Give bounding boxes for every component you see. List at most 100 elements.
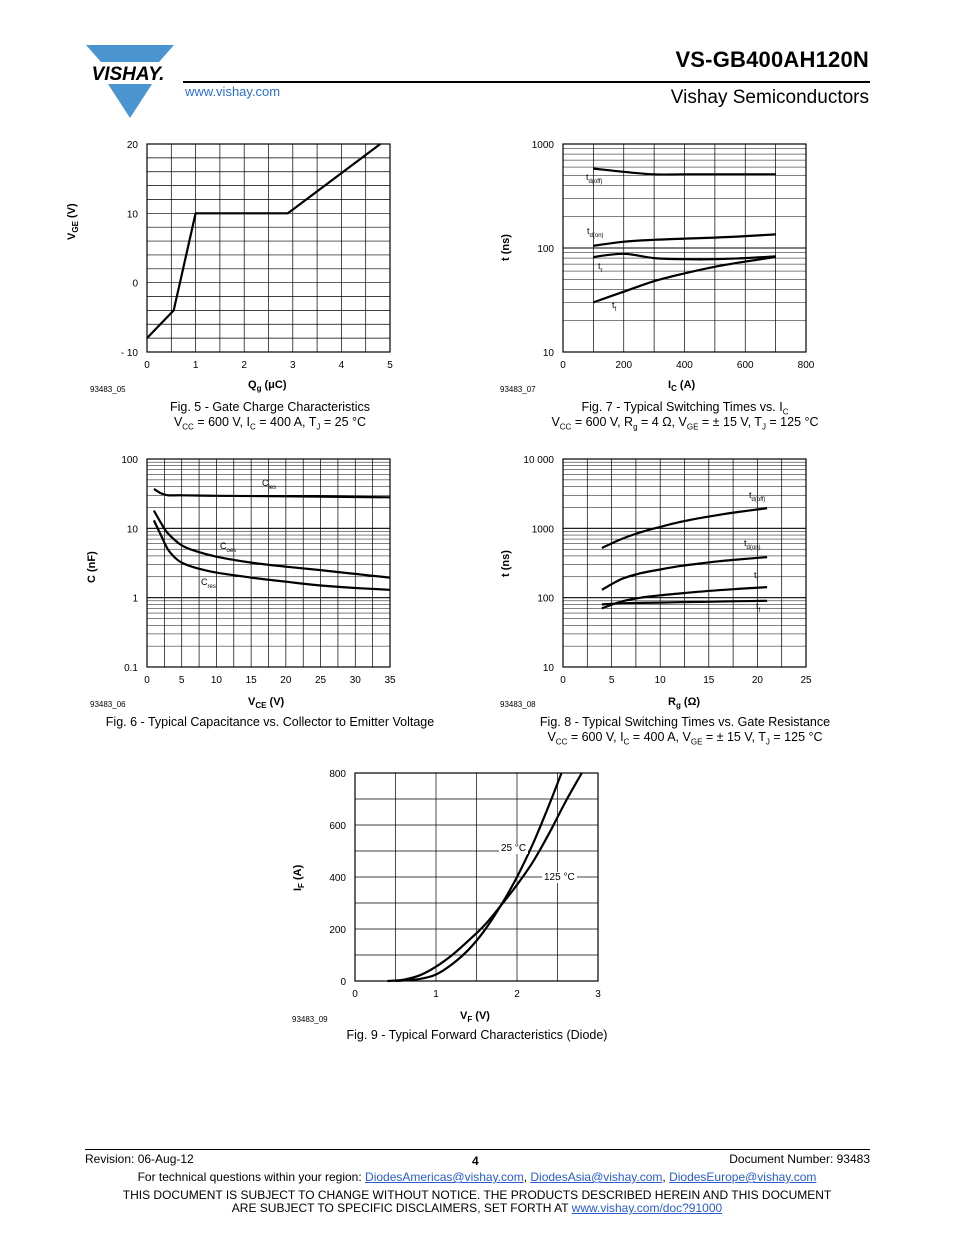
- fig7-x-tick-label: 600: [737, 360, 754, 371]
- fig6-x-tick-label: 25: [315, 675, 327, 686]
- fig9-series-25-c: [395, 772, 563, 983]
- fig8-x-tick-label: 10: [655, 675, 667, 686]
- fig9-label-25c: 25 °C: [499, 843, 529, 854]
- fig7-x-tick-label: 0: [560, 360, 566, 371]
- header-rule: [183, 81, 870, 83]
- fig7-series-tr: [593, 252, 776, 261]
- fig5-y-tick-label: 20: [127, 140, 139, 151]
- logo-text: VISHAY.: [92, 64, 165, 85]
- fig9-xlabel: VF (V): [460, 1010, 490, 1025]
- contact-prefix: For technical questions within your regi…: [137, 1170, 366, 1184]
- fig8-x-tick-label: 25: [800, 675, 812, 686]
- separator-1: ,: [523, 1170, 531, 1184]
- fig8-x-tick-label: 15: [703, 675, 715, 686]
- fig5-x-tick-label: 0: [144, 360, 150, 371]
- fig6-x-tick-label: 5: [179, 675, 185, 686]
- fig6-y-tick-label: 1: [132, 594, 138, 605]
- fig7-code: 93483_07: [500, 385, 536, 394]
- fig5-ylabel: VGE (V): [66, 203, 81, 240]
- fig6-code: 93483_06: [90, 700, 126, 709]
- fig8-code: 93483_08: [500, 700, 536, 709]
- fig6-x-tick-label: 35: [384, 675, 396, 686]
- logo-triangle-top: [86, 45, 174, 62]
- fig9-y-tick-label: 0: [340, 977, 346, 988]
- fig6-series-cres: [152, 519, 391, 591]
- fig5-y-tick-label: 0: [132, 279, 138, 290]
- fig9-plot: 0 1 2 3 0 200 400 600 800: [329, 769, 601, 1000]
- fig7-x-tick-label: 400: [676, 360, 693, 371]
- fig5-code: 93483_05: [90, 385, 126, 394]
- fig7-plot: 0 200 400 600 800 10 100 1000: [532, 140, 815, 371]
- fig8-x-tick-label: 5: [609, 675, 615, 686]
- fig6-caption-line1: Fig. 6 - Typical Capacitance vs. Collect…: [105, 715, 435, 729]
- fig5-plot: 0 1 2 3 4 5 - 10 0 10 20: [121, 140, 393, 371]
- fig7-series-td-on: [593, 233, 776, 247]
- disclaimer-prefix: ARE SUBJECT TO SPECIFIC DISCLAIMERS, SET…: [231, 1201, 572, 1215]
- fig8-series-td-on: [601, 556, 768, 591]
- fig7-caption-line2: VCC = 600 V, Rg = 4 Ω, VGE = ± 15 V, TJ …: [551, 415, 819, 432]
- fig8-label-tr: tr: [754, 570, 759, 583]
- fig6-x-tick-label: 20: [280, 675, 292, 686]
- fig8-y-tick-label: 100: [537, 594, 554, 605]
- logo-band: [82, 63, 174, 83]
- fig7-series-tf: [593, 255, 776, 304]
- fig8-series-tr: [601, 586, 768, 610]
- fig6-x-tick-label: 0: [144, 675, 150, 686]
- fig8-x-tick-label: 0: [560, 675, 566, 686]
- fig6-series-coes: [152, 510, 391, 579]
- fig5-y-tick-label: 10: [127, 209, 139, 220]
- fig7-label-tr: tr: [598, 261, 603, 274]
- fig8-x-tick-label: 20: [752, 675, 764, 686]
- footer-rule: [85, 1149, 870, 1150]
- footer-doc-number: Document Number: 93483: [729, 1152, 870, 1166]
- fig9-x-tick-label: 2: [514, 989, 520, 1000]
- fig6-y-tick-label: 0.1: [124, 663, 138, 674]
- fig8-grid: [563, 458, 806, 668]
- document-subtitle: Vishay Semiconductors: [670, 87, 869, 108]
- fig6-label-coes: Coes: [220, 541, 237, 554]
- fig5-x-tick-label: 2: [241, 360, 247, 371]
- fig6-label-cres: Cres: [201, 577, 216, 590]
- fig8-plot: 0 5 10 15 20 25 10 100 1000 10 000: [523, 455, 812, 686]
- fig7-caption-line1: Fig. 7 - Typical Switching Times vs. IC: [581, 400, 789, 417]
- footer-contact: For technical questions within your regi…: [0, 1170, 954, 1184]
- fig5-x-tick-label: 1: [193, 360, 199, 371]
- vishay-logo: VISHAY.: [82, 45, 174, 118]
- fig9-code: 93483_09: [292, 1015, 328, 1024]
- fig5-frame: [146, 143, 391, 353]
- footer-revision: Revision: 06-Aug-12: [85, 1152, 194, 1166]
- fig6-x-tick-label: 30: [350, 675, 362, 686]
- fig9-caption-line1: Fig. 9 - Typical Forward Characteristics…: [346, 1028, 608, 1042]
- fig8-label-tdon: td(on): [744, 538, 761, 551]
- fig9-label-125c: 125 °C: [542, 872, 577, 883]
- email-asia-link[interactable]: DiodesAsia@vishay.com: [530, 1170, 663, 1184]
- fig7-label-tdon: td(on): [587, 226, 604, 239]
- fig5-caption-line1: Fig. 5 - Gate Charge Characteristics: [169, 400, 371, 414]
- email-americas-link[interactable]: DiodesAmericas@vishay.com: [365, 1170, 524, 1184]
- fig6-x-tick-label: 15: [246, 675, 258, 686]
- footer-page-number: 4: [472, 1154, 479, 1168]
- website-link[interactable]: www.vishay.com: [185, 84, 281, 99]
- fig9-x-tick-label: 1: [433, 989, 439, 1000]
- fig6-ylabel: C (nF): [86, 551, 98, 583]
- fig7-y-tick-label: 1000: [532, 140, 555, 151]
- fig8-y-tick-label: 10 000: [523, 455, 554, 466]
- fig9-y-tick-label: 800: [329, 769, 346, 780]
- fig6-label-cies: Cies: [262, 478, 277, 491]
- fig8-y-tick-label: 10: [543, 663, 555, 674]
- fig7-xlabel: IC (A): [668, 379, 696, 394]
- footer-disclaimer-line2: ARE SUBJECT TO SPECIFIC DISCLAIMERS, SET…: [0, 1201, 954, 1215]
- email-europe-link[interactable]: DiodesEurope@vishay.com: [669, 1170, 817, 1184]
- separator-2: ,: [662, 1170, 670, 1184]
- fig8-series-tf: [601, 599, 768, 606]
- logo-triangle-bottom: [108, 84, 152, 118]
- disclaimer-link[interactable]: www.vishay.com/doc?91000: [571, 1201, 723, 1215]
- fig5-x-tick-label: 3: [290, 360, 296, 371]
- fig8-ylabel: t (ns): [500, 550, 512, 577]
- document-title: VS-GB400AH120N: [675, 47, 869, 72]
- fig7-label-tdoff: td(off): [586, 172, 603, 185]
- fig5-x-tick-label: 4: [339, 360, 345, 371]
- fig8-caption-line2: VCC = 600 V, IC = 400 A, VGE = ± 15 V, T…: [547, 730, 823, 747]
- fig6-x-tick-label: 10: [211, 675, 223, 686]
